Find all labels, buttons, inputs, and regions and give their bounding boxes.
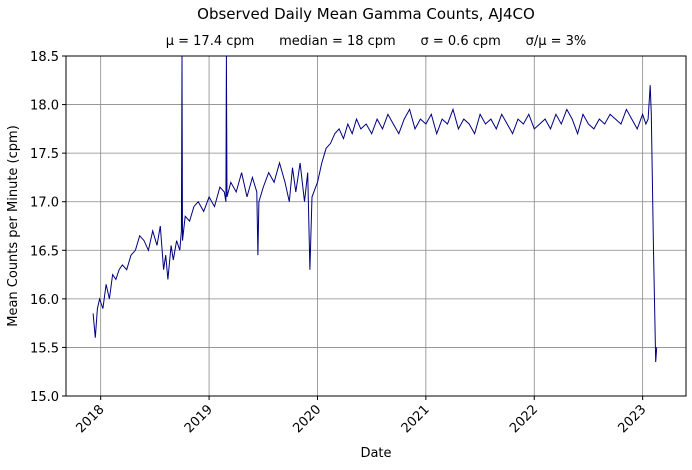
series-line	[92, 55, 658, 363]
x-tick-label: 2019	[182, 402, 216, 436]
y-tick-label: 17.5	[30, 147, 59, 162]
y-tick-label: 15.0	[30, 390, 59, 405]
y-tick-label: 16.5	[30, 244, 59, 259]
x-tick-label: 2023	[615, 402, 649, 436]
x-tick-label: 2020	[290, 402, 324, 436]
y-tick-label: 18.0	[30, 99, 59, 114]
x-axis: 2018 2019 2020 2021 2022 2023	[74, 396, 649, 436]
x-tick-label: 2018	[74, 402, 108, 436]
plot-frame	[65, 55, 687, 397]
x-tick-label: 2022	[507, 402, 541, 436]
chart-title: Observed Daily Mean Gamma Counts, AJ4CO	[197, 5, 535, 23]
y-tick-label: 15.5	[30, 341, 59, 356]
grid	[66, 55, 686, 397]
chart-subtitle: μ = 17.4 cpm median = 18 cpm σ = 0.6 cpm…	[166, 34, 587, 49]
x-axis-label: Date	[360, 446, 391, 461]
series-layer	[92, 55, 658, 363]
y-tick-label: 17.0	[30, 196, 59, 211]
x-tick-label: 2021	[399, 402, 433, 436]
y-tick-label: 16.0	[30, 293, 59, 308]
y-axis-label: Mean Counts per Minute (cpm)	[6, 125, 21, 327]
y-tick-label: 18.5	[30, 50, 59, 65]
y-axis: 15.0 15.5 16.0 16.5 17.0 17.5 18.0 18.5	[30, 50, 66, 405]
